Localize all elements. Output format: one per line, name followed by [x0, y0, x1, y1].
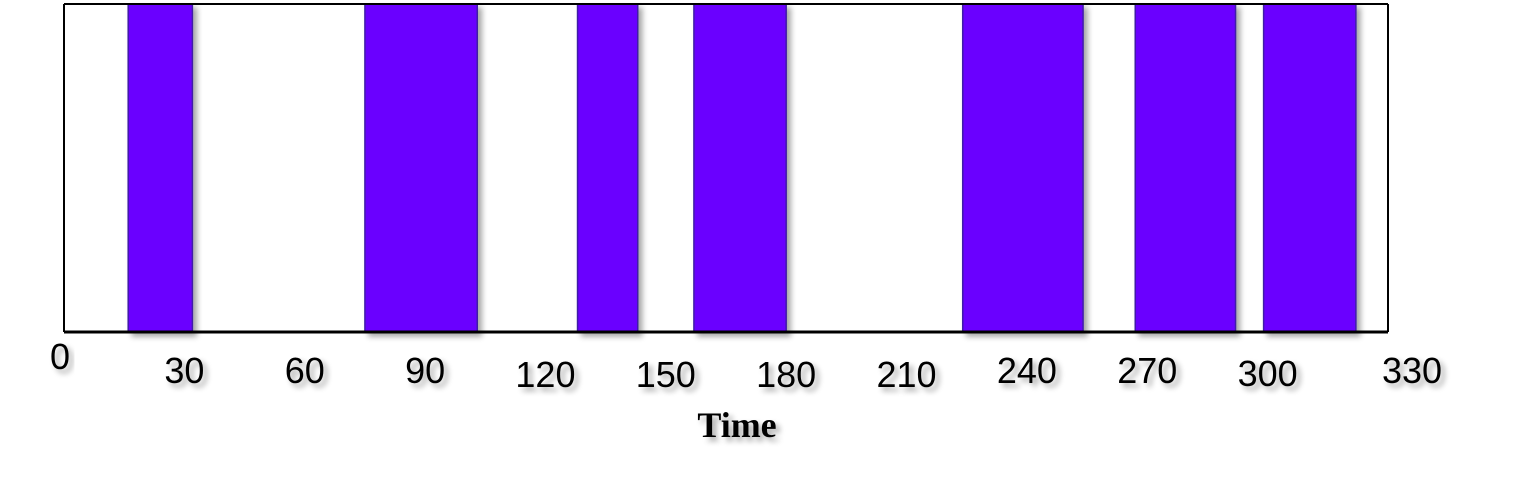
- interval-bar-2: [364, 3, 478, 333]
- plot-frame: [63, 3, 1389, 334]
- x-tick-label: 120: [515, 354, 575, 395]
- interval-bar-1: [127, 3, 194, 333]
- interval-bar-3: [576, 3, 639, 333]
- x-tick-label: 150: [636, 354, 696, 395]
- interval-bars: [127, 3, 1357, 333]
- x-tick-label: 30: [164, 350, 204, 391]
- x-tick-label: 210: [877, 354, 937, 395]
- interval-bar-5: [961, 3, 1084, 333]
- x-tick-label: 0: [50, 336, 70, 377]
- interval-bar-6: [1134, 3, 1237, 333]
- x-tick-label: 270: [1117, 350, 1177, 391]
- x-tick-label: 240: [997, 350, 1057, 391]
- x-tick-label: 300: [1238, 353, 1298, 394]
- x-tick-label: 330: [1382, 350, 1442, 391]
- x-tick-label: 90: [405, 350, 445, 391]
- x-axis-title: Time: [697, 405, 776, 445]
- interval-bar-7: [1262, 3, 1357, 333]
- x-tick-label: 60: [285, 350, 325, 391]
- interval-bar-4: [693, 3, 787, 333]
- x-tick-label: 180: [756, 354, 816, 395]
- x-tick-labels: 0 30 60 90 120 150 180 210 240 270 300 330: [50, 336, 1442, 395]
